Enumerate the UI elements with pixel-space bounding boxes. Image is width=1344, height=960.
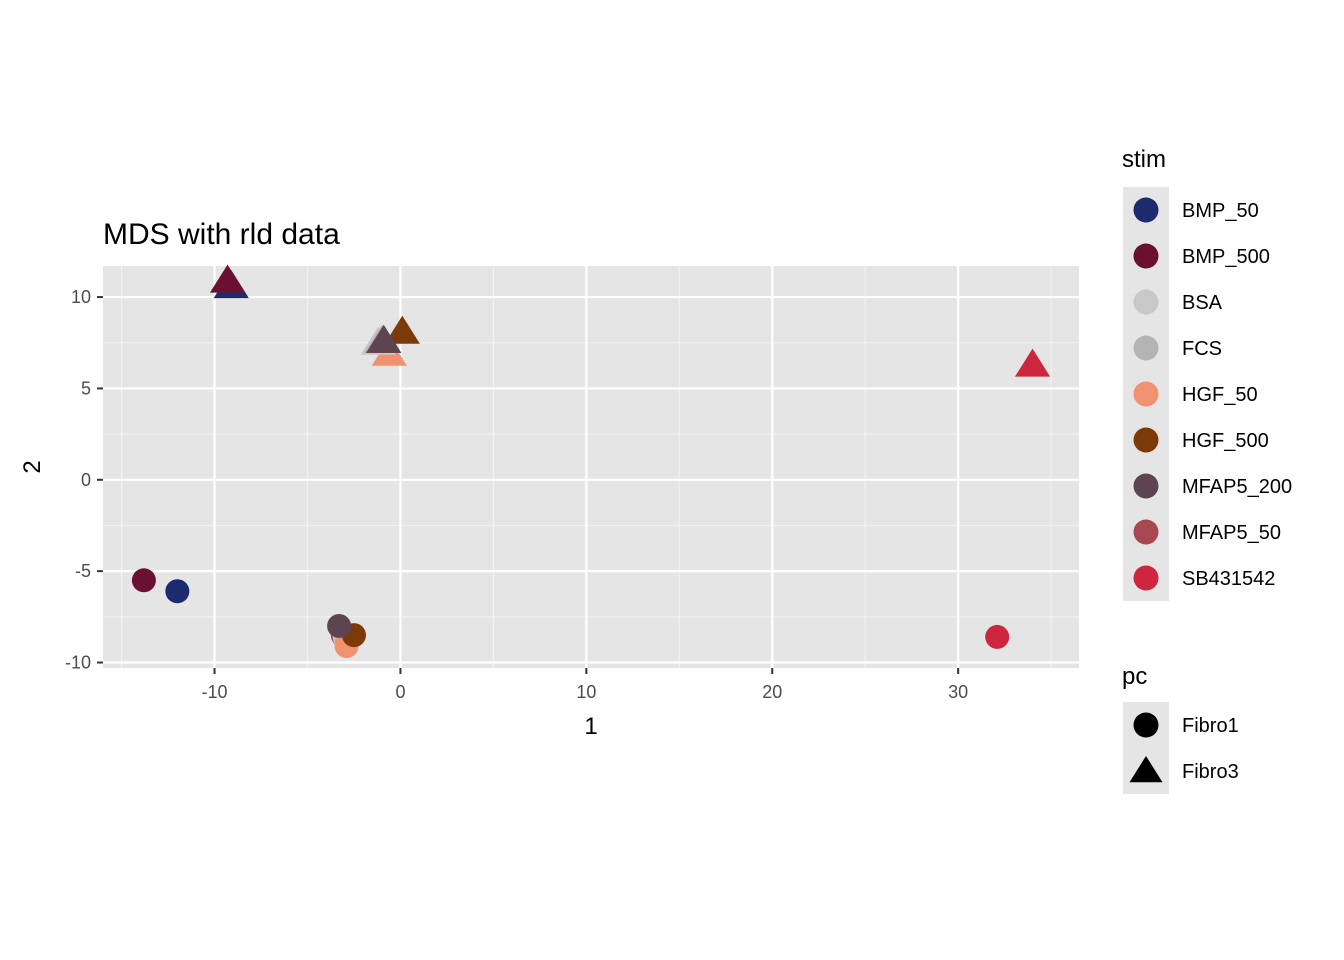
data-point-triangle [1014, 348, 1051, 377]
legend-item-label: HGF_500 [1182, 430, 1269, 452]
y-tick-label: -10 [65, 653, 91, 673]
grid-minor [103, 266, 1079, 668]
legend-key-circle [1133, 565, 1159, 591]
legend-key-triangle [1129, 756, 1163, 783]
legend-key-circle [1133, 243, 1159, 269]
x-axis: -10 0 10 20 30 [202, 668, 968, 702]
x-tick-label: 10 [576, 682, 596, 702]
x-tick-label: 30 [948, 682, 968, 702]
data-point-circle [165, 579, 190, 604]
x-tick-label: 20 [762, 682, 782, 702]
legend-key-circle [1133, 519, 1159, 545]
color-legend: stim BMP_50 BMP_500 BSA FCS HGF_50 HGF_500 MFA… [1122, 146, 1292, 601]
data-point-circle [327, 613, 352, 638]
legend-item-label: MFAP5_200 [1182, 476, 1292, 498]
legend-item-label: HGF_50 [1182, 384, 1258, 406]
legend-key-circle [1133, 473, 1159, 499]
legend-item-label: Fibro3 [1182, 761, 1239, 783]
legend-item-label: BSA [1182, 292, 1223, 314]
y-tick-label: 10 [71, 287, 91, 307]
color-legend-title: stim [1122, 146, 1166, 173]
y-tick-label: -5 [75, 561, 91, 581]
chart-title: MDS with rld data [103, 218, 340, 251]
y-tick-label: 5 [81, 378, 91, 398]
data-point-circle [985, 624, 1010, 649]
legend-item-label: BMP_500 [1182, 246, 1270, 268]
shape-legend: pc Fibro1 Fibro3 [1122, 663, 1239, 794]
legend-item-label: FCS [1182, 338, 1222, 360]
data-point-circle [131, 568, 156, 593]
data-point-triangle [366, 324, 402, 353]
shape-legend-title: pc [1122, 663, 1147, 690]
data-point-triangle [209, 264, 246, 293]
legend-item-label: BMP_50 [1182, 200, 1259, 222]
legend-key-circle [1133, 381, 1159, 407]
legend-key-circle [1133, 197, 1159, 223]
legend-key-circle [1133, 335, 1159, 361]
plot-panel [103, 266, 1079, 668]
points-layer [131, 264, 1051, 659]
legend-key-circle [1133, 427, 1159, 453]
data-point-triangle [384, 315, 420, 344]
x-axis-title: 1 [584, 713, 597, 740]
x-tick-label: 0 [395, 682, 405, 702]
y-tick-label: 0 [81, 470, 91, 490]
x-tick-label: -10 [202, 682, 228, 702]
y-axis-title: 2 [19, 460, 46, 473]
legend-key-circle [1133, 712, 1159, 738]
legend-item-label: SB431542 [1182, 568, 1275, 590]
legend-key-circle [1133, 289, 1159, 315]
legend-item-label: Fibro1 [1182, 715, 1239, 737]
y-axis: 10 5 0 -5 -10 [65, 287, 103, 673]
legend-item-label: MFAP5_50 [1182, 522, 1281, 544]
